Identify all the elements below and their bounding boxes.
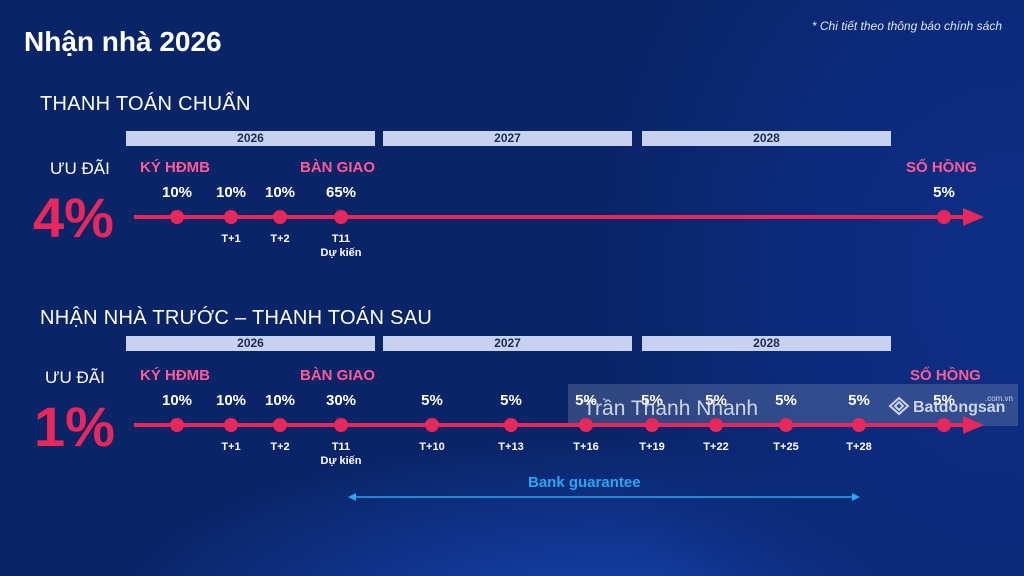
plan2-year-2028: 2028 [642,336,891,351]
plan1-year-2027: 2027 [383,131,632,146]
bank-guarantee-arrow [348,493,860,501]
plan2-uudai-label: ƯU ĐÃI [45,368,105,387]
plan2-milestone-sohong: SỔ HỒNG [910,367,981,384]
plan2-pct-7: 5% [575,392,597,409]
plan2-pct-8: 5% [641,392,663,409]
plan2-dot-7 [579,418,593,432]
plan2-tick-4: T11 Dự kiến [321,440,362,468]
plan2-milestone-kyhdmb: KÝ HĐMB [140,367,210,384]
plan1-pct-1: 10% [161,184,193,201]
plan2-title: NHẬN NHÀ TRƯỚC – THANH TOÁN SAU [40,307,433,329]
plan1-tick-3: T+2 [270,233,290,245]
plan1-uudai-value: 4% [33,186,114,249]
plan2-dot-9 [709,418,723,432]
plan1-title: THANH TOÁN CHUẨN [40,93,251,115]
plan1-tick-4-line1: T11 [331,233,351,245]
plan2-pct-11: 5% [848,392,870,409]
plan2-tick-9: T+22 [703,441,729,453]
plan2-tick-10: T+25 [773,441,799,453]
plan2-dot-5 [425,418,439,432]
plan2-tick-11: T+28 [846,441,872,453]
plan1-dot-4 [334,210,348,224]
plan2-pct-10: 5% [775,392,797,409]
plan2-pct-12: 5% [933,392,955,409]
plan1-timeline [134,208,984,226]
plan2-year-2026: 2026 [126,336,375,351]
bank-guarantee-label: Bank guarantee [528,474,641,491]
plan2-timeline [134,416,984,434]
plan2-uudai-value: 1% [34,395,115,458]
plan1-dot-1 [170,210,184,224]
plan2-tick-3: T+2 [270,441,290,453]
plan2-timeline-arrowhead [963,416,984,434]
plan1-pct-2: 10% [215,184,247,201]
plan1-uudai-label: ƯU ĐÃI [50,159,110,178]
watermark-suffix: .com.vn [985,394,1014,403]
plan2-pct-5: 5% [421,392,443,409]
plan2-pct-9: 5% [705,392,727,409]
plan1-year-2028: 2028 [642,131,891,146]
plan2-dot-2 [224,418,238,432]
plan2-milestone-bangiao: BÀN GIAO [300,367,375,384]
plan1-milestone-bangiao: BÀN GIAO [300,159,375,176]
plan2-tick-8: T+19 [639,441,665,453]
page-title: Nhận nhà 2026 [24,26,222,57]
plan2-dot-3 [273,418,287,432]
plan2-tick-6: T+13 [498,441,524,453]
batdongsan-logo-icon [888,396,910,416]
plan2-tick-7: T+16 [573,441,599,453]
plan2-dot-10 [779,418,793,432]
plan2-dot-11 [852,418,866,432]
plan1-milestone-sohong: SỔ HỒNG [906,159,977,176]
plan2-dot-4 [334,418,348,432]
plan2-dot-1 [170,418,184,432]
plan2-tick-5: T+10 [419,441,445,453]
watermark-logo: Batdongsan [888,396,1005,417]
plan2-tick-4-line2: Dự kiến [320,455,362,467]
plan1-dot-3 [273,210,287,224]
plan2-pct-4: 30% [325,392,357,409]
policy-note: * Chi tiết theo thông báo chính sách [811,19,1002,33]
plan1-pct-3: 10% [264,184,296,201]
watermark-logo-text: Batdongsan [913,399,1006,416]
plan1-milestone-kyhdmb: KÝ HĐMB [140,159,210,176]
plan2-year-2027: 2027 [383,336,632,351]
plan2-tick-2: T+1 [221,441,241,453]
plan1-pct-5: 5% [933,184,955,201]
plan1-dot-5 [937,210,951,224]
plan1-tick-2: T+1 [221,233,241,245]
plan1-year-2026: 2026 [126,131,375,146]
plan1-tick-4-line2: Dự kiến [320,247,362,259]
plan2-dot-8 [645,418,659,432]
plan2-pct-3: 10% [264,392,296,409]
plan2-dot-6 [504,418,518,432]
plan1-timeline-arrowhead [963,208,984,226]
plan1-dot-2 [224,210,238,224]
plan2-tick-4-line1: T11 [331,441,351,453]
plan2-dot-12 [937,418,951,432]
plan1-pct-4: 65% [325,184,357,201]
watermark-name: Trần Thành Nhanh [583,397,759,420]
plan1-tick-4: T11 Dự kiến [321,232,362,260]
plan2-pct-6: 5% [500,392,522,409]
plan2-pct-2: 10% [215,392,247,409]
plan2-pct-1: 10% [161,392,193,409]
